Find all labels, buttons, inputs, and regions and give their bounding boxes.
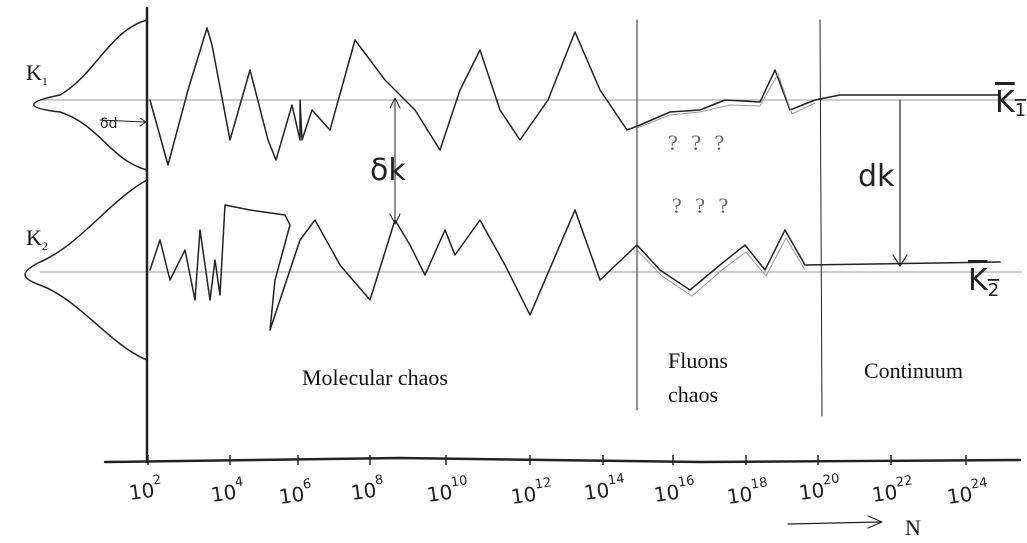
k1-distribution (33, 19, 148, 171)
tick-exponent: 2 (152, 473, 162, 489)
tick-exponent: 8 (374, 473, 384, 489)
k2-label: K2 (26, 225, 48, 253)
k2-mean-label: K2 (968, 263, 999, 301)
k1-base: K (26, 60, 42, 85)
tick-base: 10 (582, 478, 611, 505)
k2-distribution (24, 179, 148, 361)
tick-exponent: 22 (895, 473, 913, 490)
tick-label: 106 (277, 477, 314, 509)
region-label: Molecular chaos (302, 365, 448, 390)
axis-ticks: 102 104 106 108 1010 1012 1014 1016 1018 1020 1022… (127, 455, 990, 509)
horizontal-axis (103, 456, 1022, 464)
n-arrow (787, 515, 883, 529)
tick-label: 1010 (425, 473, 470, 507)
tick-base: 10 (509, 482, 538, 509)
tick-base: 10 (127, 478, 156, 505)
tick-base: 10 (797, 478, 826, 505)
tick-exponent: 18 (750, 475, 768, 492)
region-label: chaos (668, 382, 718, 407)
tick-exponent: 10 (450, 473, 468, 490)
k1-mean-label: K1 (995, 85, 1026, 121)
d-k-arrow (892, 99, 908, 267)
tick-exponent: 14 (607, 471, 625, 488)
tick-base: 10 (652, 480, 681, 507)
tick-exponent: 12 (534, 475, 552, 492)
tick-label: 1012 (509, 475, 554, 509)
delta-d-label: δd (100, 116, 117, 132)
question-marks: ? ? ? (668, 130, 724, 155)
k1-fluctuation-alt (636, 72, 816, 129)
tick-exponent: 6 (302, 477, 312, 493)
tick-base: 10 (870, 480, 899, 507)
axis-label: N (905, 515, 921, 540)
k1-mean-base: K (995, 85, 1016, 120)
k2-mean-sub: 2 (988, 280, 999, 301)
k2-fluctuation-alt (636, 236, 806, 297)
k2-mean-base: K (968, 263, 989, 298)
tick-label: 102 (127, 473, 164, 505)
tick-label: 1024 (945, 475, 990, 509)
delta-k-label: δk (370, 153, 406, 188)
tick-base: 10 (425, 480, 454, 507)
tick-exponent: 4 (234, 475, 244, 491)
k2-sub: 2 (42, 239, 48, 253)
tick-label: 1020 (797, 471, 842, 505)
tick-exponent: 16 (677, 473, 695, 490)
k2-base: K (26, 225, 42, 250)
region-divider (819, 19, 823, 417)
tick-label: 104 (209, 475, 246, 507)
tick-label: 1022 (870, 473, 915, 507)
region-label: Continuum (864, 358, 963, 383)
tick-exponent: 20 (822, 471, 840, 488)
k2-fluctuation (149, 204, 1001, 331)
d-k-label: dk (858, 159, 895, 194)
tick-base: 10 (945, 482, 974, 509)
tick-label: 108 (349, 473, 386, 505)
tick-label: 1018 (725, 475, 770, 509)
delta-k-arrow (389, 97, 401, 225)
tick-base: 10 (277, 482, 306, 509)
tick-exponent: 24 (970, 475, 988, 492)
k1-sub: 1 (42, 74, 48, 88)
k1-label: K1 (26, 60, 48, 88)
k1-mean-sub: 1 (1015, 100, 1026, 121)
tick-label: 1016 (652, 473, 697, 507)
region-label: Fluons (668, 348, 728, 373)
tick-base: 10 (349, 478, 378, 505)
k1-fluctuation (149, 27, 1001, 166)
tick-base: 10 (209, 480, 238, 507)
delta-d-arrow (99, 117, 147, 127)
question-marks: ? ? ? (672, 193, 728, 218)
tick-label: 1014 (582, 471, 627, 505)
tick-base: 10 (725, 482, 754, 509)
